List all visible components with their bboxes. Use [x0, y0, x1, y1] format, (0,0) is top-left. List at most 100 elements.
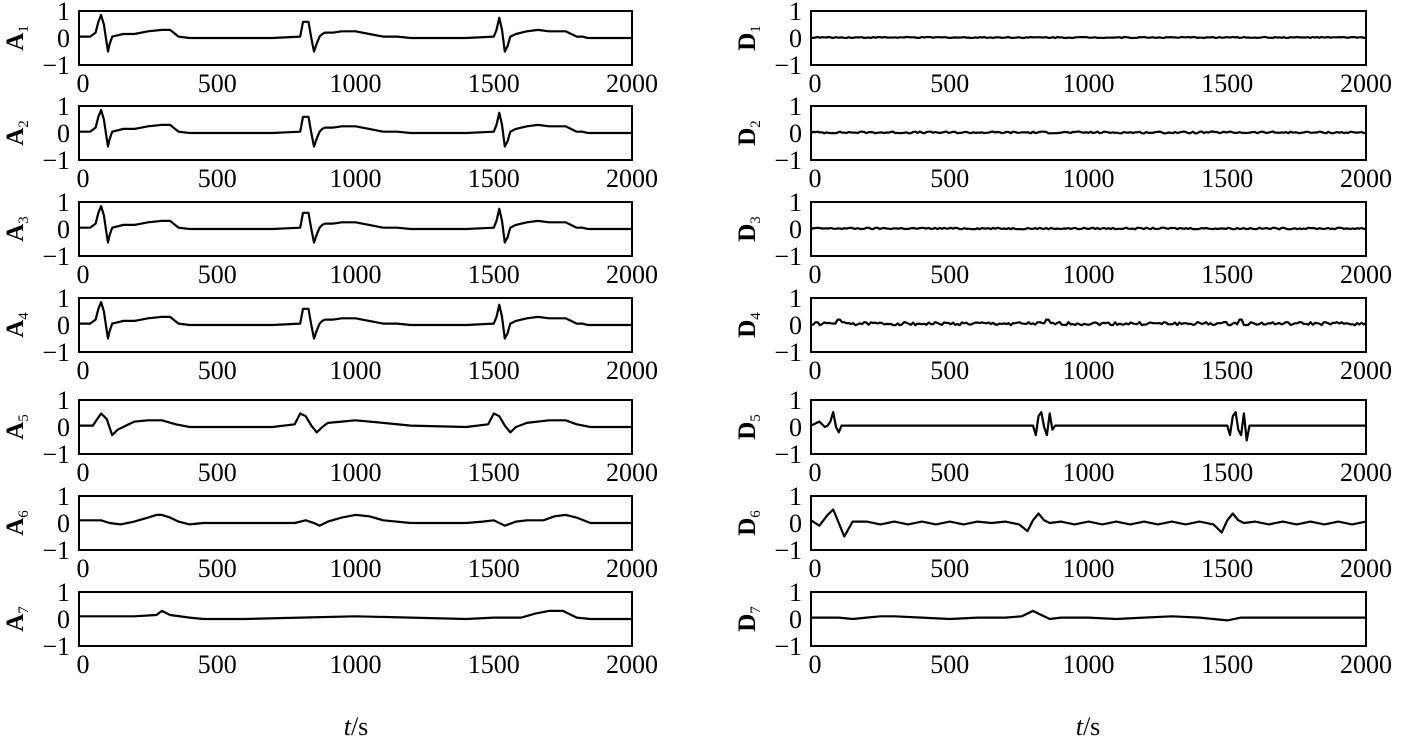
plot-frame	[78, 105, 633, 161]
y-axis-label-A6: A6	[2, 510, 32, 536]
y-tick-label: 0	[789, 24, 802, 53]
x-tick-label: 500	[930, 260, 969, 289]
x-tick-label: 1500	[1201, 650, 1253, 679]
x-tick-label: 2000	[1340, 554, 1392, 583]
x-tick-label: 500	[198, 458, 237, 487]
x-tick-label: 1000	[330, 650, 382, 679]
x-tick-label: 0	[809, 69, 822, 98]
x-tick-label: 1500	[1201, 356, 1253, 385]
y-tick-label: −1	[774, 440, 802, 469]
x-tick-label: 2000	[1340, 356, 1392, 385]
y-axis-label-letter: A	[2, 33, 29, 51]
y-axis-label-D5: D5	[734, 414, 764, 440]
x-tick-label: 2000	[1340, 164, 1392, 193]
y-axis-label-subscript: 3	[16, 216, 32, 224]
y-tick-label: 0	[57, 119, 70, 148]
y-tick-label: 1	[57, 188, 70, 217]
x-tick-label: 0	[77, 69, 90, 98]
y-axis-label-letter: D	[734, 224, 761, 242]
x-tick-label: 500	[198, 164, 237, 193]
y-tick-label: 1	[789, 284, 802, 313]
y-tick-label: 0	[57, 605, 70, 634]
series-line-A3	[79, 205, 632, 244]
x-tick-label: 1500	[1201, 458, 1253, 487]
x-tick-label: 1500	[468, 458, 520, 487]
x-tick-label: 500	[930, 554, 969, 583]
x-axis-var-right: t	[1076, 712, 1084, 741]
y-tick-label: 1	[57, 0, 70, 26]
x-tick-label: 2000	[1340, 69, 1392, 98]
series-line-D1	[810, 35, 1367, 40]
y-tick-label: −1	[42, 632, 70, 661]
x-tick-label: 1500	[1201, 260, 1253, 289]
x-tick-label: 1500	[468, 164, 520, 193]
x-tick-label: 1000	[330, 69, 382, 98]
y-axis-label-letter: A	[2, 224, 29, 242]
x-tick-label: 1000	[1063, 458, 1115, 487]
y-axis-label-subscript: 5	[748, 414, 764, 422]
x-tick-label: 500	[930, 650, 969, 679]
x-tick-label: 500	[930, 356, 969, 385]
y-tick-label: −1	[774, 536, 802, 565]
y-axis-label-letter: A	[2, 320, 29, 338]
x-tick-label: 1500	[468, 260, 520, 289]
y-axis-label-letter: D	[734, 614, 761, 632]
x-tick-label: 1500	[468, 554, 520, 583]
series-line-D5	[810, 411, 1366, 442]
y-axis-label-letter: A	[2, 128, 29, 146]
y-axis-label-letter: D	[734, 422, 761, 440]
y-tick-label: −1	[774, 632, 802, 661]
x-tick-label: 1000	[1063, 650, 1115, 679]
x-tick-label: 500	[930, 458, 969, 487]
x-tick-label: 1500	[468, 650, 520, 679]
x-axis-var-left: t	[344, 712, 352, 741]
y-tick-label: −1	[42, 242, 70, 271]
y-axis-label-A2: A2	[2, 120, 32, 146]
y-tick-label: 1	[57, 578, 70, 607]
x-tick-label: 0	[809, 650, 822, 679]
y-tick-label: 1	[57, 92, 70, 121]
x-tick-label: 1500	[1201, 69, 1253, 98]
y-tick-label: 0	[789, 413, 802, 442]
x-tick-label: 2000	[606, 164, 658, 193]
y-tick-label: 1	[57, 284, 70, 313]
x-tick-label: 0	[77, 260, 90, 289]
x-tick-label: 2000	[606, 650, 658, 679]
y-tick-label: −1	[42, 146, 70, 175]
series-line-D3	[810, 226, 1367, 231]
x-tick-label: 1000	[1063, 69, 1115, 98]
x-tick-label: 2000	[606, 356, 658, 385]
x-tick-label: 500	[930, 164, 969, 193]
y-tick-label: 1	[789, 0, 802, 26]
series-line-A2	[79, 108, 632, 148]
x-tick-label: 0	[77, 458, 90, 487]
y-axis-label-subscript: 6	[748, 510, 764, 518]
x-tick-label: 1000	[330, 356, 382, 385]
y-tick-label: 0	[789, 119, 802, 148]
y-tick-label: 1	[789, 578, 802, 607]
y-axis-label-D6: D6	[734, 510, 764, 536]
plot-frame	[810, 495, 1367, 551]
plot-frame	[810, 591, 1367, 647]
x-tick-label: 0	[809, 356, 822, 385]
y-axis-label-A4: A4	[2, 312, 32, 338]
plot-frame	[810, 399, 1367, 455]
x-axis-unit-right: /s	[1083, 712, 1100, 741]
y-axis-label-D1: D1	[734, 25, 764, 51]
y-tick-label: −1	[774, 242, 802, 271]
x-tick-label: 500	[198, 554, 237, 583]
y-axis-label-subscript: 5	[16, 414, 32, 422]
x-tick-label: 0	[77, 164, 90, 193]
x-tick-label: 500	[198, 69, 237, 98]
